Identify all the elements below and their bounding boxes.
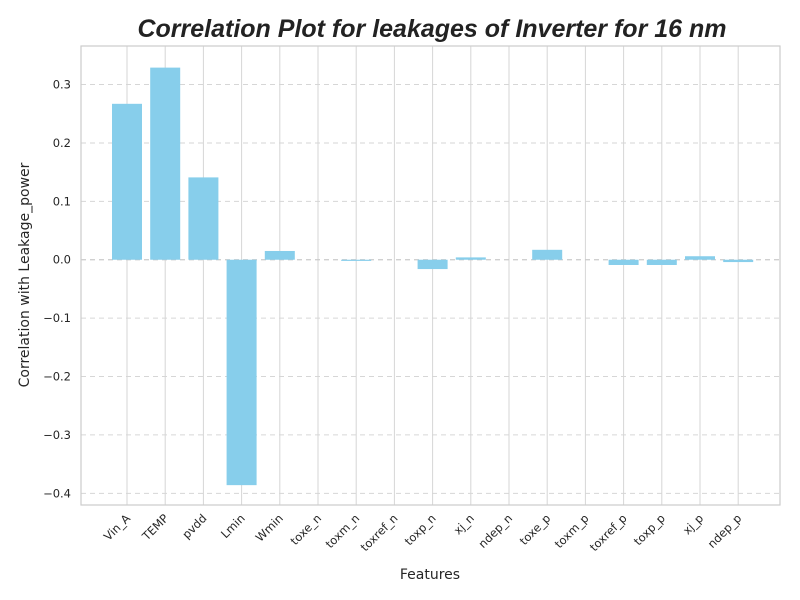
- x-tick-label: toxe_p: [517, 511, 554, 548]
- plot-frame: [80, 45, 781, 506]
- x-tick-label: toxm_p: [552, 511, 592, 551]
- x-tick-label: toxref_n: [358, 511, 401, 554]
- bar-toxp-p: [646, 259, 677, 265]
- x-tick-label: TEMP: [139, 511, 172, 544]
- x-axis-ticks: Vin_A TEMP pvdd Lmin Wmin toxe_ntoxm_ntoxref_…: [101, 511, 745, 554]
- x-tick-label: xj_p: [680, 511, 706, 537]
- x-tick-label: toxm_n: [323, 511, 363, 551]
- y-axis-ticks: −0.4 −0.3 −0.2 −0.1 0.0 0.1 0.2 0.3: [43, 78, 71, 501]
- bar-wmin: [264, 250, 295, 260]
- y-tick-label: 0.1: [53, 194, 71, 208]
- bars: [112, 67, 754, 486]
- bar-xj-n: [455, 257, 486, 260]
- bar-lmin: [226, 259, 257, 486]
- x-tick-label: Wmin: [253, 511, 286, 544]
- y-axis-label: Correlation with Leakage_power: [17, 162, 33, 387]
- x-tick-label: toxp_n: [402, 511, 439, 548]
- bar-toxe-p: [532, 249, 563, 260]
- y-tick-label: −0.4: [43, 486, 71, 500]
- y-tick-label: −0.2: [43, 370, 71, 384]
- y-tick-label: 0.2: [53, 136, 71, 150]
- bar-vin-a: [112, 103, 142, 260]
- y-tick-label: 0.0: [53, 253, 71, 267]
- x-tick-label: pvdd: [179, 511, 209, 541]
- x-tick-label: Lmin: [218, 511, 248, 541]
- x-tick-label: xj_n: [451, 511, 477, 537]
- x-tick-label: ndep_n: [476, 511, 516, 551]
- y-tick-label: −0.3: [43, 428, 71, 442]
- x-axis-label: Features: [400, 567, 460, 583]
- x-tick-label: toxp_p: [631, 511, 668, 548]
- bar-xj-p: [685, 256, 715, 260]
- y-tick-label: −0.1: [43, 311, 71, 325]
- bar-temp: [150, 67, 181, 260]
- chart-title: Correlation Plot for leakages of Inverte…: [137, 15, 726, 43]
- x-tick-label: ndep_p: [705, 511, 745, 551]
- bar-toxp-n: [417, 259, 448, 270]
- x-tick-label: toxe_n: [288, 511, 325, 548]
- bar-toxm-n: [341, 259, 372, 261]
- bar-pvdd: [188, 177, 219, 260]
- x-tick-label: toxref_p: [587, 511, 630, 554]
- grid: [81, 46, 780, 505]
- bar-toxref-p: [608, 259, 639, 265]
- x-tick-label: Vin_A: [101, 511, 133, 543]
- bar-ndep-p: [723, 259, 754, 263]
- y-tick-label: 0.3: [53, 78, 71, 92]
